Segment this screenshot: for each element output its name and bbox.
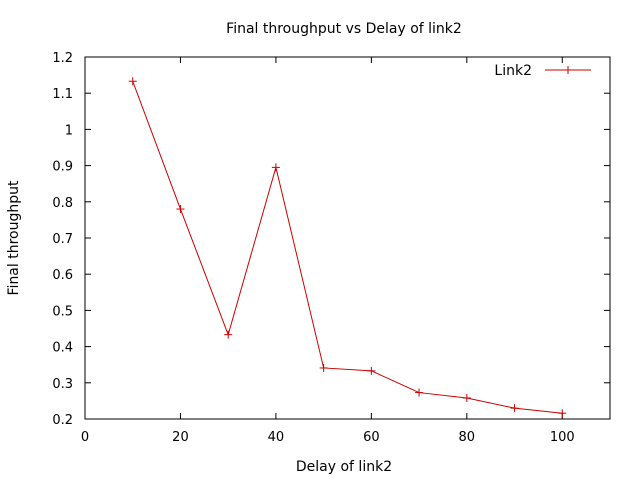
plot-frame [84,56,611,420]
data-point [510,404,519,413]
data-point [415,388,424,397]
x-tick-label: 40 [268,430,285,445]
data-point [176,205,185,214]
x-tick-label: 100 [550,430,575,445]
y-tick-label: 1 [65,123,73,138]
data-point [271,163,280,172]
x-tick-label: 0 [81,430,89,445]
x-tick-label: 80 [459,430,476,445]
y-tick-label: 1.1 [52,87,73,102]
legend: Link2 [494,63,591,79]
y-axis-ticks: 0.2 0.3 0.4 0.5 0.6 0.7 0.8 0.9 1 1.1 1.2 [52,51,610,428]
data-point [224,330,233,339]
series-line [132,81,563,414]
data-point [128,77,137,86]
series-layer [128,77,567,418]
x-tick-label: 60 [363,430,380,445]
data-point [319,363,328,372]
y-tick-label: 0.9 [52,160,73,175]
data-point [462,394,471,403]
y-tick-label: 0.6 [52,268,73,283]
data-point [558,409,567,418]
y-tick-label: 0.7 [52,232,73,247]
legend-label: Link2 [494,63,532,79]
y-tick-label: 0.5 [52,304,73,319]
y-tick-label: 0.4 [52,341,73,356]
chart-title: Final throughput vs Delay of link2 [226,21,462,37]
data-point [367,366,376,375]
y-tick-label: 1.2 [52,51,73,66]
x-tick-label: 20 [172,430,189,445]
y-tick-label: 0.2 [52,413,73,428]
y-tick-label: 0.8 [52,196,73,211]
y-tick-label: 0.3 [52,377,73,392]
legend-line-sample [545,66,591,74]
x-axis-ticks: 0 20 40 60 80 100 [81,57,575,445]
x-axis-label: Delay of link2 [296,459,392,475]
y-axis-label: Final throughput [6,180,22,295]
